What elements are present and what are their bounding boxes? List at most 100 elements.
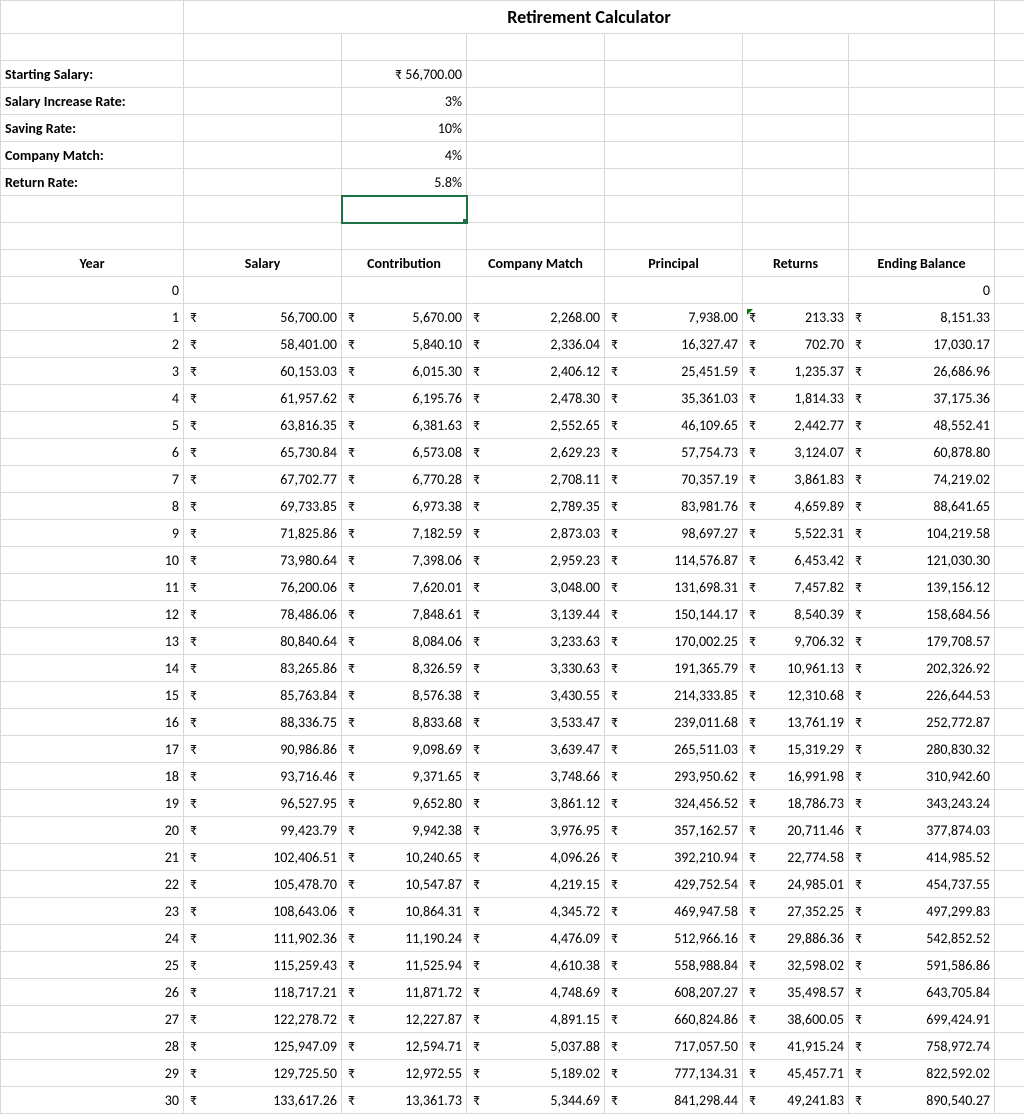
data-cell[interactable]: ₹22,774.58 [743, 844, 849, 871]
cell-empty[interactable] [605, 88, 743, 115]
data-cell[interactable]: ₹5,037.88 [467, 1033, 605, 1060]
data-cell[interactable]: ₹6,573.08 [342, 439, 467, 466]
year-cell[interactable]: 18 [1, 763, 184, 790]
cell-empty[interactable] [995, 439, 1024, 466]
year-cell[interactable]: 1 [1, 304, 184, 331]
input-value[interactable]: 3% [342, 88, 467, 115]
cell-empty[interactable] [995, 898, 1024, 925]
data-cell[interactable]: ₹16,327.47 [605, 331, 743, 358]
data-cell[interactable]: ₹4,748.69 [467, 979, 605, 1006]
cell-empty[interactable] [184, 223, 342, 250]
data-cell[interactable]: ₹11,525.94 [342, 952, 467, 979]
data-cell[interactable]: ₹93,716.46 [184, 763, 342, 790]
input-value[interactable]: 10% [342, 115, 467, 142]
data-cell[interactable]: ₹9,652.80 [342, 790, 467, 817]
year-cell[interactable]: 6 [1, 439, 184, 466]
data-cell[interactable]: ₹35,361.03 [605, 385, 743, 412]
cell-empty[interactable] [467, 34, 605, 61]
cell-empty[interactable] [995, 466, 1024, 493]
cell-empty[interactable] [743, 34, 849, 61]
data-cell[interactable]: ₹9,942.38 [342, 817, 467, 844]
cell-empty[interactable] [605, 169, 743, 196]
data-cell[interactable]: ₹102,406.51 [184, 844, 342, 871]
data-cell[interactable]: ₹67,702.77 [184, 466, 342, 493]
cell-empty[interactable] [849, 142, 995, 169]
data-cell[interactable]: ₹191,365.79 [605, 655, 743, 682]
data-cell[interactable]: ₹170,002.25 [605, 628, 743, 655]
data-cell[interactable]: ₹27,352.25 [743, 898, 849, 925]
data-cell[interactable]: ₹591,586.86 [849, 952, 995, 979]
data-cell[interactable]: ₹8,540.39 [743, 601, 849, 628]
year-cell[interactable]: 2 [1, 331, 184, 358]
data-cell[interactable]: ₹12,594.71 [342, 1033, 467, 1060]
cell-empty[interactable] [605, 61, 743, 88]
data-cell[interactable]: ₹63,816.35 [184, 412, 342, 439]
data-cell[interactable]: ₹7,182.59 [342, 520, 467, 547]
cell-empty[interactable] [995, 655, 1024, 682]
cell-empty[interactable] [743, 61, 849, 88]
cell-empty[interactable] [995, 601, 1024, 628]
data-cell[interactable]: ₹133,617.26 [184, 1087, 342, 1114]
cell-empty[interactable] [849, 88, 995, 115]
data-cell[interactable]: ₹5,344.69 [467, 1087, 605, 1114]
data-cell[interactable]: ₹3,430.55 [467, 682, 605, 709]
cell-empty[interactable] [995, 925, 1024, 952]
data-cell[interactable]: ₹17,030.17 [849, 331, 995, 358]
cell-empty[interactable] [849, 61, 995, 88]
data-cell[interactable]: ₹4,219.15 [467, 871, 605, 898]
year-cell[interactable]: 23 [1, 898, 184, 925]
data-cell[interactable]: ₹41,915.24 [743, 1033, 849, 1060]
data-cell[interactable]: ₹512,966.16 [605, 925, 743, 952]
data-cell[interactable]: ₹88,641.65 [849, 493, 995, 520]
cell-empty[interactable] [184, 88, 342, 115]
data-cell[interactable]: ₹7,398.06 [342, 547, 467, 574]
data-cell[interactable]: ₹48,552.41 [849, 412, 995, 439]
data-cell[interactable]: ₹429,752.54 [605, 871, 743, 898]
year-cell[interactable]: 9 [1, 520, 184, 547]
data-cell[interactable]: ₹4,659.89 [743, 493, 849, 520]
year-cell[interactable]: 21 [1, 844, 184, 871]
data-cell[interactable]: ₹2,478.30 [467, 385, 605, 412]
cell-empty[interactable] [995, 169, 1024, 196]
data-cell[interactable]: ₹69,733.85 [184, 493, 342, 520]
cell-empty[interactable] [995, 61, 1024, 88]
cell-empty[interactable] [995, 277, 1024, 304]
data-cell[interactable]: ₹2,268.00 [467, 304, 605, 331]
cell-empty[interactable] [995, 1, 1024, 34]
year-cell[interactable]: 0 [1, 277, 184, 304]
data-cell[interactable]: ₹608,207.27 [605, 979, 743, 1006]
cell-empty[interactable] [184, 34, 342, 61]
year-cell[interactable]: 19 [1, 790, 184, 817]
data-cell[interactable]: ₹10,961.13 [743, 655, 849, 682]
cell-empty[interactable] [995, 385, 1024, 412]
data-cell[interactable]: ₹280,830.32 [849, 736, 995, 763]
cell-empty[interactable] [467, 115, 605, 142]
cell-empty[interactable] [1, 1, 184, 34]
data-cell[interactable]: ₹104,219.58 [849, 520, 995, 547]
data-cell[interactable]: ₹38,600.05 [743, 1006, 849, 1033]
cell-empty[interactable] [342, 223, 467, 250]
data-cell[interactable]: ₹129,725.50 [184, 1060, 342, 1087]
data-cell[interactable]: ₹8,084.06 [342, 628, 467, 655]
data-cell[interactable]: ₹252,772.87 [849, 709, 995, 736]
data-cell[interactable]: ₹3,861.12 [467, 790, 605, 817]
data-cell[interactable]: ₹90,986.86 [184, 736, 342, 763]
cell-empty[interactable] [995, 1033, 1024, 1060]
data-cell[interactable]: ₹2,552.65 [467, 412, 605, 439]
year-cell[interactable]: 11 [1, 574, 184, 601]
cell-empty[interactable] [467, 223, 605, 250]
cell-empty[interactable] [995, 979, 1024, 1006]
year-cell[interactable]: 20 [1, 817, 184, 844]
data-cell[interactable]: ₹74,219.02 [849, 466, 995, 493]
data-cell[interactable]: ₹414,985.52 [849, 844, 995, 871]
data-cell[interactable]: ₹3,748.66 [467, 763, 605, 790]
data-cell[interactable]: ₹4,891.15 [467, 1006, 605, 1033]
data-cell[interactable]: ₹3,533.47 [467, 709, 605, 736]
cell-empty[interactable] [467, 196, 605, 223]
cell-empty[interactable] [605, 34, 743, 61]
data-cell[interactable]: ₹214,333.85 [605, 682, 743, 709]
active-cell[interactable] [342, 196, 467, 223]
data-cell[interactable]: ₹11,871.72 [342, 979, 467, 1006]
cell-empty[interactable] [184, 142, 342, 169]
cell-empty[interactable] [995, 709, 1024, 736]
